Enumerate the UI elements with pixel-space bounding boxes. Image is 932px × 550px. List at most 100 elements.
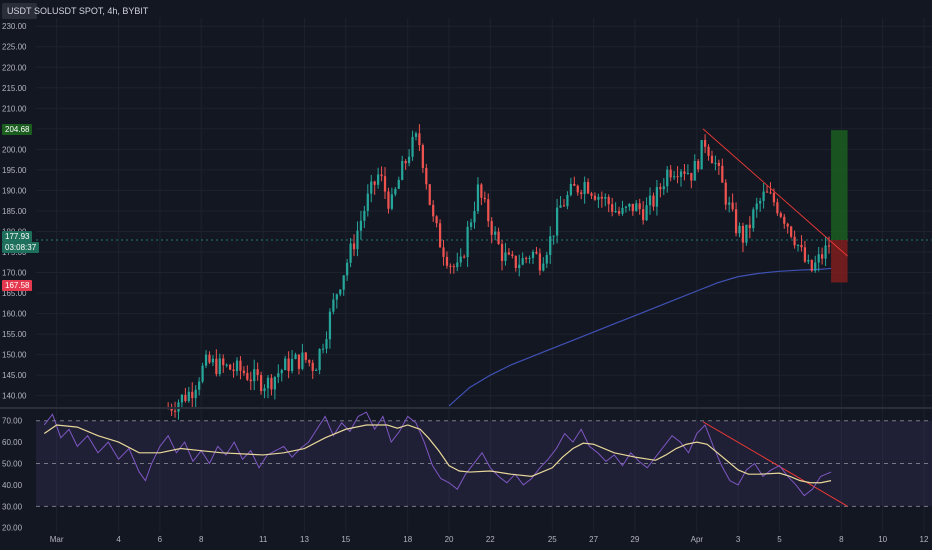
candle-body <box>690 172 693 181</box>
candle-body <box>359 220 363 231</box>
symbol-title: SOLUSDT SPOT, 4h, BYBIT <box>34 6 149 16</box>
candle-body <box>284 358 287 371</box>
candle-body <box>425 167 428 185</box>
rsi-tick-label: 20.00 <box>2 524 23 533</box>
candle-body <box>325 339 328 349</box>
candle-body <box>604 197 607 199</box>
candle-body <box>714 162 717 164</box>
candle-body <box>253 369 256 382</box>
candle-body <box>772 193 776 203</box>
candle-body <box>721 165 724 183</box>
candle-body <box>525 258 528 260</box>
candle-body <box>404 161 407 164</box>
candle-body <box>287 358 290 372</box>
candle-body <box>521 258 524 265</box>
candle-body <box>769 192 772 194</box>
time-tick-label: 13 <box>300 535 309 544</box>
time-tick-label: 25 <box>548 535 557 544</box>
candle-body <box>518 264 521 268</box>
candle-body <box>559 205 562 208</box>
stop-price-tag: 167.58 <box>2 280 33 292</box>
candle-body <box>290 358 294 372</box>
candle-body <box>679 171 683 177</box>
candle-body <box>617 211 621 214</box>
candle-body <box>445 256 449 266</box>
candle-body <box>459 256 462 263</box>
price-tick-label: 210.00 <box>2 104 27 113</box>
trendlines[interactable] <box>702 128 848 507</box>
currency-badge[interactable]: USDT <box>2 3 37 19</box>
candle-body <box>614 211 617 213</box>
rsi-tick-label: 60.00 <box>2 438 23 447</box>
rsi-tick-label: 30.00 <box>2 502 23 511</box>
candle-body <box>494 231 497 235</box>
candle-body <box>631 203 634 212</box>
candle-body <box>611 204 614 212</box>
candle-body <box>593 195 597 200</box>
candle-body <box>229 364 232 370</box>
candle-body <box>531 251 535 258</box>
candle-body <box>796 244 800 246</box>
candle-body <box>666 169 669 187</box>
candle-body <box>765 191 769 193</box>
current-price-tag: 177.93 <box>2 230 33 242</box>
candle-body <box>814 262 817 271</box>
candle-body <box>511 254 514 256</box>
stop-zone <box>831 239 848 283</box>
rsi-ma-line <box>43 424 832 484</box>
target-price-tag: 204.68 <box>2 124 33 136</box>
candle-body <box>235 360 239 372</box>
candle-body <box>239 360 242 371</box>
time-tick-label: 15 <box>341 535 350 544</box>
candle-body <box>473 211 476 223</box>
candle-body <box>583 181 586 195</box>
candle-body <box>380 174 383 177</box>
candle-body <box>586 181 590 194</box>
time-tick-label: 6 <box>158 535 163 544</box>
price-tick-label: 200.00 <box>2 145 27 154</box>
candle-body <box>487 199 490 222</box>
candle-body <box>569 183 572 196</box>
candle-body <box>211 358 215 363</box>
candle-body <box>542 263 545 271</box>
candle-body <box>373 181 376 185</box>
candle-body <box>507 252 511 255</box>
candle-body <box>173 410 177 412</box>
candle-body <box>821 254 824 259</box>
candle-body <box>356 230 359 250</box>
target-zone <box>831 130 848 240</box>
rsi-trendline <box>702 421 848 507</box>
candle-body <box>576 185 579 193</box>
candle-body <box>452 266 455 268</box>
candle-body <box>490 221 493 235</box>
candle-body <box>170 408 173 411</box>
candle-body <box>194 389 197 399</box>
candle-body <box>263 388 266 392</box>
candle-body <box>277 373 280 378</box>
candle-body <box>762 191 765 201</box>
position-tool[interactable] <box>831 130 848 283</box>
candle-body <box>538 253 542 271</box>
candle-body <box>270 377 273 390</box>
candle-body <box>280 370 283 374</box>
candle-body <box>803 247 807 262</box>
candle-body <box>421 145 424 168</box>
time-tick-label: 20 <box>445 535 454 544</box>
candle-body <box>545 254 548 264</box>
time-tick-label: 8 <box>199 535 204 544</box>
candle-body <box>697 160 700 170</box>
candle-body <box>759 200 762 204</box>
candle-body <box>242 370 246 373</box>
price-tick-label: 170.00 <box>2 269 27 278</box>
candle-body <box>621 207 624 214</box>
candle-body <box>662 186 665 190</box>
candle-body <box>222 358 225 366</box>
price-tick-label: 150.00 <box>2 351 27 360</box>
candle-body <box>707 146 710 156</box>
candle-body <box>607 197 610 205</box>
candle-body <box>597 196 600 200</box>
candle-body <box>370 181 373 194</box>
time-tick-label: 8 <box>839 535 844 544</box>
time-tick-label: 27 <box>589 535 598 544</box>
